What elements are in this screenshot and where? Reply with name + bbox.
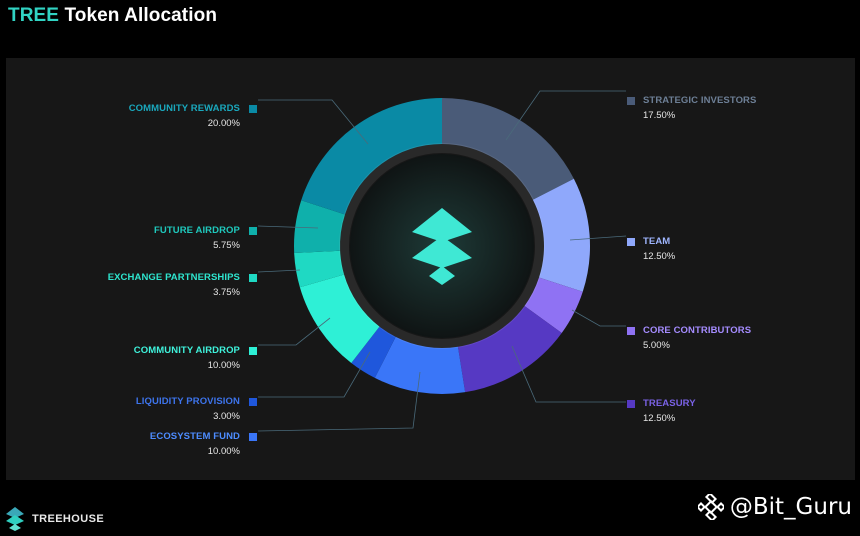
leader-line-exchange-partnerships: [257, 269, 301, 273]
label-team: TEAM: [643, 236, 671, 247]
legend-swatch-future-airdrop: [249, 227, 257, 235]
title-rest: Token Allocation: [64, 5, 218, 26]
leader-line-ecosystem-fund: [257, 371, 421, 432]
label-ecosystem-fund: ECOSYSTEM FUND: [149, 431, 240, 442]
value-treasury: 12.50%: [643, 413, 676, 424]
legend-swatch-liquidity-provision: [249, 398, 257, 406]
treehouse-center-logo-icon: [412, 208, 472, 285]
leader-line-team: [569, 235, 627, 241]
value-community-airdrop: 10.00%: [207, 360, 240, 371]
slice-future-airdrop: [294, 200, 345, 253]
slice-core-contributors: [524, 277, 583, 333]
donut-inner-ring: [339, 143, 545, 349]
watermark-text: @Bit_Guru: [729, 494, 852, 520]
label-liquidity-provision: LIQUIDITY PROVISION: [135, 396, 240, 407]
slice-community-airdrop: [299, 274, 380, 363]
label-core-contributors: CORE CONTRIBUTORS: [643, 325, 752, 336]
value-ecosystem-fund: 10.00%: [207, 446, 240, 457]
slice-ecosystem-fund: [374, 336, 466, 395]
value-liquidity-provision: 3.00%: [213, 411, 240, 422]
value-team: 12.50%: [643, 251, 676, 262]
slice-strategic-investors: [442, 98, 574, 200]
slice-exchange-partnerships: [294, 250, 345, 288]
value-future-airdrop: 5.75%: [213, 240, 240, 251]
legend-swatch-ecosystem-fund: [249, 433, 257, 441]
slice-community-rewards: [301, 98, 442, 215]
value-core-contributors: 5.00%: [643, 340, 670, 351]
label-future-airdrop: FUTURE AIRDROP: [153, 225, 240, 236]
label-exchange-partnerships: EXCHANGE PARTNERSHIPS: [107, 272, 240, 283]
value-strategic-investors: 17.50%: [643, 110, 676, 121]
footer-brand: TREEHOUSE: [32, 513, 105, 525]
value-community-rewards: 20.00%: [207, 118, 240, 129]
legend-swatch-community-rewards: [249, 105, 257, 113]
binance-logo-icon: [697, 494, 724, 520]
legend-swatch-exchange-partnerships: [249, 274, 257, 282]
leader-line-future-airdrop: [257, 225, 319, 229]
label-treasury: TREASURY: [643, 398, 696, 409]
leader-line-community-airdrop: [258, 317, 331, 346]
slice-team: [532, 178, 590, 292]
legend-swatch-community-airdrop: [249, 347, 257, 355]
leader-line-community-rewards: [258, 99, 369, 145]
watermark: @Bit_Guru: [697, 494, 852, 520]
page-title: TREE Token Allocation: [8, 5, 217, 27]
label-strategic-investors: STRATEGIC INVESTORS: [643, 95, 757, 106]
leader-line-strategic-investors: [505, 90, 626, 141]
label-community-airdrop: COMMUNITY AIRDROP: [133, 345, 240, 356]
leader-line-treasury: [511, 345, 626, 403]
slice-treasury: [457, 305, 562, 393]
title-accent: TREE: [8, 5, 60, 26]
legend-swatch-treasury: [627, 400, 635, 408]
legend-swatch-strategic-investors: [627, 97, 635, 105]
label-community-rewards: COMMUNITY REWARDS: [128, 103, 240, 114]
leader-line-liquidity-provision: [258, 351, 371, 398]
treehouse-logo-icon: [6, 507, 24, 531]
value-exchange-partnerships: 3.75%: [213, 287, 240, 298]
legend-swatch-team: [627, 238, 635, 246]
leader-line-core-contributors: [571, 309, 626, 327]
legend-swatch-core-contributors: [627, 327, 635, 335]
